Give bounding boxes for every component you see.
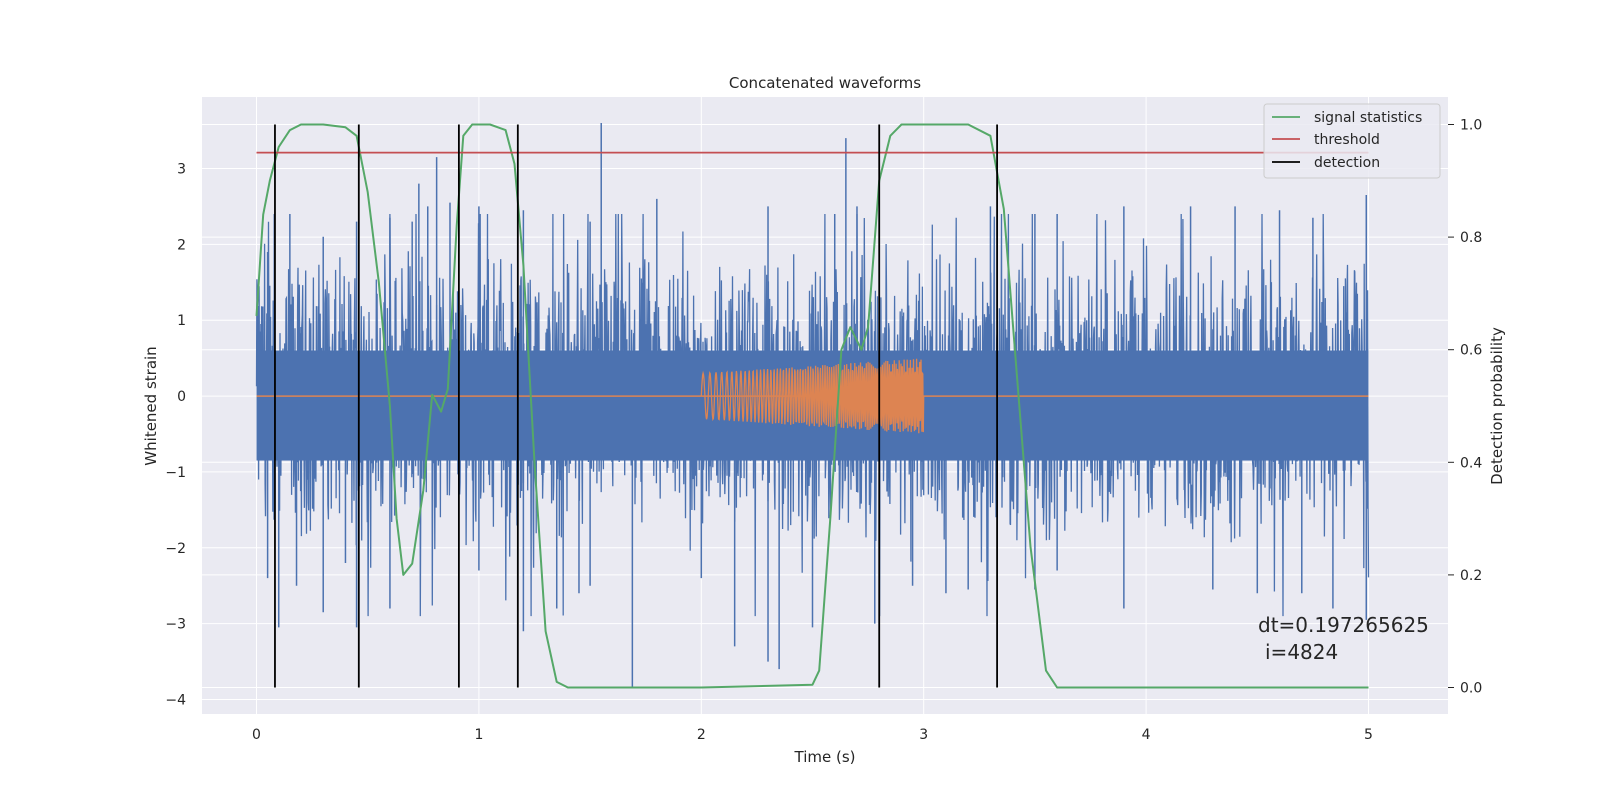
y2-tick-label: 0.6 <box>1460 343 1482 359</box>
y-tick-label: 3 <box>177 162 186 178</box>
annotation-index: i=4824 <box>1265 640 1338 664</box>
y-tick-label: −4 <box>165 693 186 709</box>
x-tick-label: 4 <box>1142 727 1151 743</box>
legend: signal statistics threshold detection <box>1263 103 1441 179</box>
y2-tick-label: 0.0 <box>1460 681 1482 697</box>
y2-axis-label: Detection probability <box>1488 327 1506 485</box>
y2-tick-label: 1.0 <box>1460 118 1482 134</box>
injection-series <box>256 358 1369 434</box>
y-tick-label: 0 <box>177 389 186 405</box>
x-tick-label: 3 <box>919 727 928 743</box>
x-axis-label: Time (s) <box>794 748 856 766</box>
x-tick-label: 0 <box>252 727 261 743</box>
x-axis-ticks: 0 1 2 3 4 5 <box>252 727 1373 743</box>
x-tick-label: 5 <box>1364 727 1373 743</box>
plot-area <box>255 122 1370 689</box>
y2-tick-label: 0.4 <box>1460 455 1482 471</box>
injection-line <box>700 358 925 434</box>
x-tick-label: 1 <box>474 727 483 743</box>
annotation-dt: dt=0.197265625 <box>1258 613 1429 637</box>
legend-label-detection: detection <box>1314 155 1380 171</box>
legend-box <box>1263 103 1441 179</box>
y2-tick-label: 0.8 <box>1460 230 1482 246</box>
y-axis-label: Whitened strain <box>142 346 160 465</box>
y-tick-label: 1 <box>177 313 186 329</box>
y-tick-label: 2 <box>177 237 186 253</box>
detection-series <box>274 124 998 688</box>
y-tick-label: −2 <box>165 541 186 557</box>
chart-title: Concatenated waveforms <box>729 74 921 92</box>
y-axis-ticks: −4 −3 −2 −1 0 1 2 3 <box>165 162 186 709</box>
y2-axis-ticks: 0.0 0.2 0.4 0.6 0.8 1.0 <box>1448 118 1482 697</box>
y-tick-label: −1 <box>165 465 186 481</box>
legend-label-threshold: threshold <box>1314 132 1380 148</box>
legend-label-signal-statistics: signal statistics <box>1314 110 1422 126</box>
x-tick-label: 2 <box>697 727 706 743</box>
y2-tick-label: 0.2 <box>1460 568 1482 584</box>
y-tick-label: −3 <box>165 617 186 633</box>
